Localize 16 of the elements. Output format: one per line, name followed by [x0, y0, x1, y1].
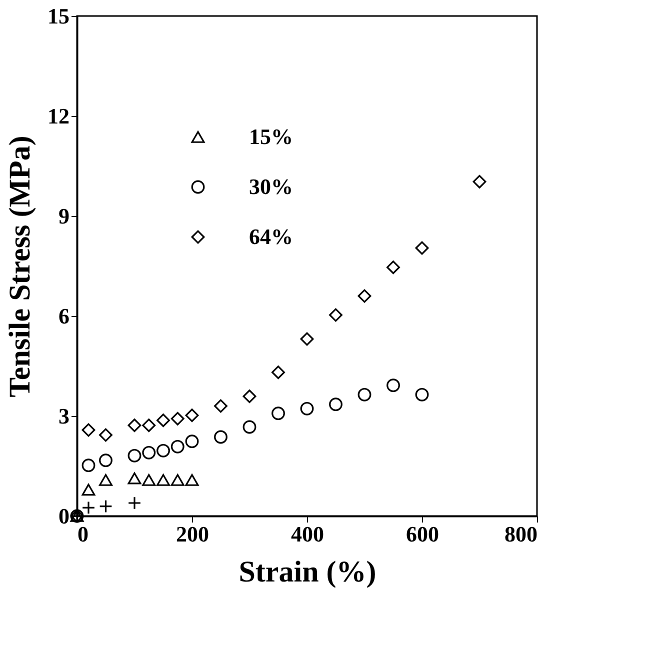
y-tick-label: 6 [58, 304, 70, 328]
y-tick-label: 9 [58, 204, 70, 228]
y-tick-label: 15 [48, 4, 70, 28]
x-axis-title: Strain (%) [238, 556, 376, 588]
legend-label: 30% [249, 174, 293, 199]
x-tick-label: 0 [78, 522, 88, 546]
legend-label: 15% [249, 124, 293, 149]
y-tick-label: 0 [58, 504, 70, 528]
x-tick-label: 600 [406, 522, 439, 546]
y-axis-title: Tensile Stress (MPa) [4, 136, 36, 398]
y-tick-label: 3 [58, 404, 70, 428]
x-tick-label: 200 [176, 522, 209, 546]
legend-label: 64% [249, 224, 293, 249]
y-tick-label: 12 [48, 104, 70, 128]
x-tick-label: 800 [504, 522, 538, 546]
x-tick-label: 400 [291, 522, 324, 546]
